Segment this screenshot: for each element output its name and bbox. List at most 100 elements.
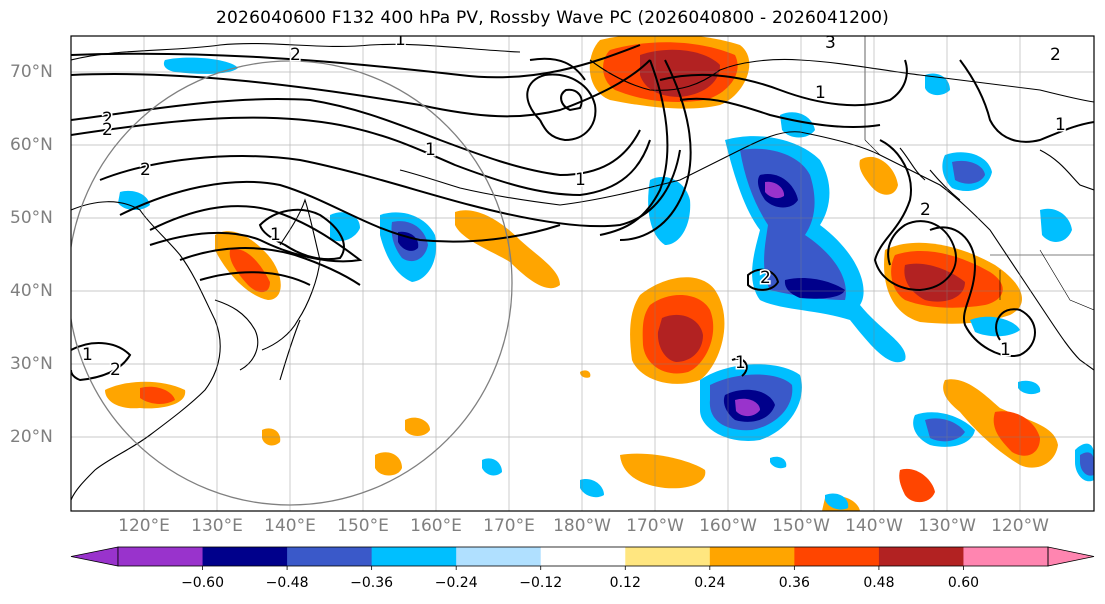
colorbar-segment	[456, 547, 542, 566]
colorbar-frame	[117, 546, 1049, 567]
contour-label: 1	[82, 345, 93, 365]
lon-tick-label: 140°W	[845, 516, 903, 536]
colorbar-tick-label: 0.12	[609, 575, 641, 591]
lat-tick-label: 50°N	[10, 208, 53, 228]
contour-label: 1	[270, 225, 281, 245]
lon-tick-label: 160°W	[699, 516, 757, 536]
gridlines	[71, 36, 1094, 511]
pv-contours	[71, 44, 1094, 382]
lon-tick-label: 160°E	[410, 516, 462, 536]
figure-title: 2026040600 F132 400 hPa PV, Rossby Wave …	[216, 8, 889, 28]
anomaly-positive	[620, 453, 706, 489]
contour-label: 2	[1050, 45, 1061, 65]
anomaly-negative	[765, 181, 785, 199]
contour-label: 2	[140, 160, 151, 180]
anomaly-negative	[330, 212, 360, 242]
pv-anomaly-shading	[105, 36, 1094, 511]
contour-label: 1	[1000, 340, 1011, 360]
colorbar-segment	[709, 547, 795, 566]
anomaly-positive	[140, 386, 175, 404]
anomaly-positive	[657, 314, 703, 362]
colorbar-tick-label: 0.60	[947, 575, 980, 591]
anomaly-negative	[825, 493, 849, 510]
anomaly-negative	[925, 73, 950, 96]
lon-tick-label: 170°W	[626, 516, 684, 536]
lon-tick-label: 130°W	[918, 516, 976, 536]
anomaly-negative	[1080, 452, 1094, 476]
colorbar-tick-label: −0.36	[350, 575, 394, 591]
range-circle	[71, 60, 513, 506]
lat-tick-label: 40°N	[10, 281, 53, 301]
anomaly-positive	[899, 468, 935, 503]
colorbar-tick-label: −0.12	[519, 575, 563, 591]
colorbar-extend-high	[1047, 546, 1095, 567]
anomaly-negative	[735, 398, 760, 417]
contour-label: 1	[575, 170, 586, 190]
anomaly-negative	[163, 57, 238, 74]
anomaly-positive	[455, 210, 560, 289]
contour-label: 1	[815, 83, 826, 103]
colorbar-segment	[625, 547, 711, 566]
colorbar-tick-label: −0.60	[181, 575, 224, 591]
colorbar-tick-label: −0.24	[434, 575, 478, 591]
country-borders	[864, 36, 1094, 311]
colorbar-segment	[118, 547, 204, 566]
contour-label: 1	[735, 353, 746, 373]
colorbar-segment	[540, 547, 626, 566]
anomaly-positive	[640, 49, 720, 97]
colorbar-extend-low	[70, 546, 119, 567]
contour-label: 2	[290, 45, 301, 65]
colorbar-segment	[287, 547, 373, 566]
lat-tick-label: 70°N	[10, 62, 53, 82]
lat-tick-label: 60°N	[10, 135, 53, 155]
colorbar-tick-label: −0.48	[265, 575, 309, 591]
lon-tick-label: 120°E	[118, 516, 170, 536]
anomaly-negative	[952, 160, 985, 184]
lat-tick-label: 20°N	[10, 427, 53, 447]
anomaly-positive	[405, 417, 430, 436]
lon-tick-label: 130°E	[191, 516, 243, 536]
anomaly-positive	[993, 411, 1040, 456]
contour-label: 1	[425, 140, 436, 160]
contour-label: 1	[1055, 115, 1066, 135]
contour-label: 3	[825, 33, 836, 53]
colorbar-tick-label: 0.36	[778, 575, 810, 591]
contour-label: 2	[760, 268, 771, 288]
contour-label: 2	[920, 200, 931, 220]
anomaly-negative	[925, 418, 965, 442]
colorbar-segment	[202, 547, 288, 566]
map-frame	[70, 35, 1095, 512]
anomaly-positive	[229, 249, 270, 293]
colorbar-segment	[878, 547, 964, 566]
colorbar-segment	[794, 547, 880, 566]
anomaly-negative	[580, 479, 604, 498]
contour-label: 2	[102, 120, 113, 140]
lon-tick-label: 150°E	[337, 516, 389, 536]
anomaly-negative	[1018, 380, 1041, 395]
contour-label: 1	[395, 30, 406, 50]
anomaly-negative	[770, 456, 787, 469]
lat-tick-label: 30°N	[10, 354, 53, 374]
colorbar-segment	[963, 547, 1049, 566]
lon-tick-label: 170°E	[483, 516, 535, 536]
lon-tick-label: 140°E	[264, 516, 316, 536]
anomaly-positive	[904, 263, 965, 302]
lon-tick-label: 150°W	[772, 516, 830, 536]
contour-label: 2	[102, 109, 113, 129]
anomaly-positive	[859, 156, 898, 195]
anomaly-negative	[482, 458, 502, 476]
anomaly-negative	[784, 278, 845, 299]
colorbar-tick-label: 0.48	[863, 575, 895, 591]
anomaly-negative	[1040, 208, 1072, 242]
colorbar-tick-label: 0.24	[694, 575, 726, 591]
anomaly-negative	[970, 316, 1020, 337]
anomaly-positive	[375, 452, 402, 476]
colorbar-segment	[371, 547, 457, 566]
anomaly-positive	[580, 370, 591, 378]
lon-tick-label: 120°W	[991, 516, 1049, 536]
lon-tick-label: 180°W	[553, 516, 611, 536]
contour-label: 2	[110, 360, 121, 380]
